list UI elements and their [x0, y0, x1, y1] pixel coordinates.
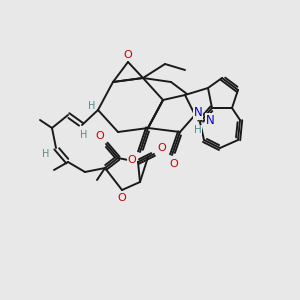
Text: O: O	[124, 50, 132, 60]
Text: O: O	[128, 155, 136, 165]
Text: H: H	[80, 130, 88, 140]
Text: O: O	[96, 131, 104, 141]
Text: N: N	[206, 113, 214, 127]
Text: H: H	[194, 125, 202, 135]
Text: H: H	[42, 149, 50, 159]
Text: O: O	[118, 193, 126, 203]
Text: O: O	[158, 143, 166, 153]
Text: N: N	[194, 106, 202, 119]
Text: O: O	[169, 159, 178, 169]
Text: H: H	[205, 118, 213, 128]
Text: H: H	[88, 101, 96, 111]
